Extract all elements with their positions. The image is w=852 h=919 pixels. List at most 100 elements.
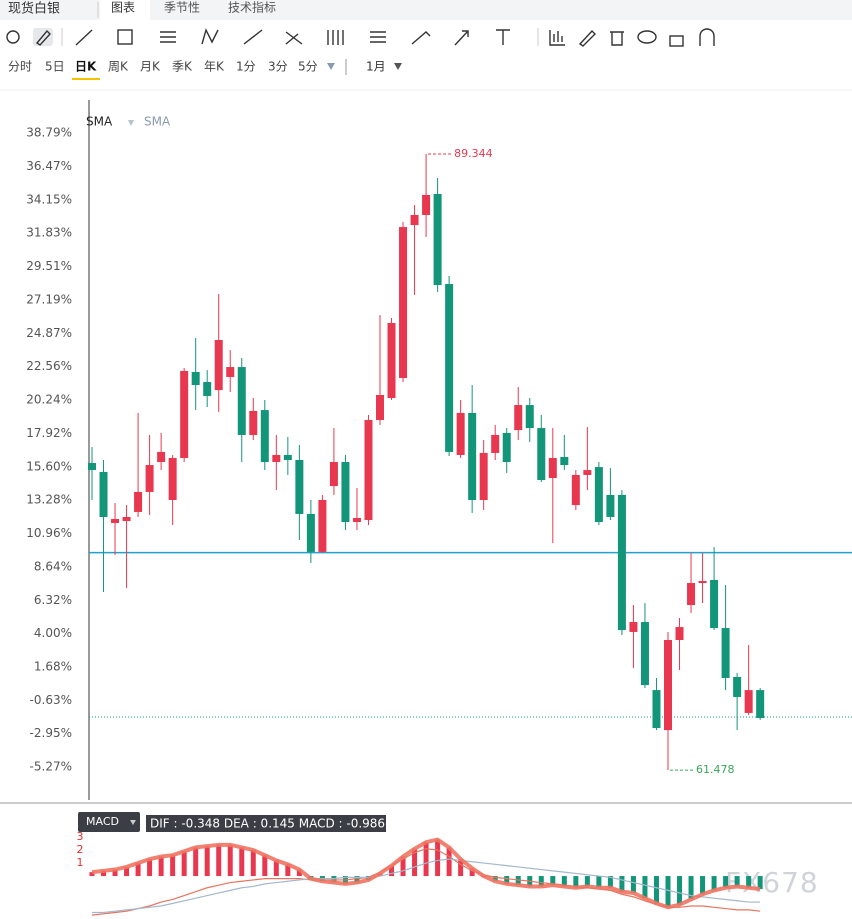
period-tab[interactable]: 周K <box>108 60 129 74</box>
y-tick-label: -2.95% <box>30 726 72 740</box>
candle-body <box>422 194 431 215</box>
tool-icon[interactable] <box>6 30 20 44</box>
y-tick-label: 13.28% <box>26 493 72 507</box>
tool-icon[interactable] <box>201 28 219 45</box>
macd-bar <box>665 876 671 908</box>
macd-bar <box>181 851 187 877</box>
macd-envelope <box>91 837 761 910</box>
tab[interactable]: 图表 <box>111 1 135 15</box>
macd-bar <box>89 872 95 877</box>
range-selector[interactable]: 1月 <box>366 60 386 74</box>
tool-icon[interactable] <box>669 35 684 47</box>
macd-bar <box>677 876 683 905</box>
y-tick-label: 36.47% <box>26 159 72 173</box>
tab-bar <box>0 0 852 20</box>
indicator-readout: DIF : -0.348 DEA : 0.145 MACD : -0.986 <box>150 817 385 831</box>
period-tab[interactable]: 分时 <box>8 60 32 74</box>
macd-bar <box>688 876 694 900</box>
macd-tick-label: 2 <box>77 843 84 856</box>
indicator-box[interactable] <box>78 812 140 832</box>
tool-icon[interactable] <box>160 31 176 43</box>
candle-body <box>698 581 707 584</box>
y-tick-label: 10.96% <box>26 526 72 540</box>
macd-bar <box>412 848 418 877</box>
macd-bar <box>711 876 717 891</box>
candle-body <box>283 454 292 460</box>
macd-bar <box>757 876 763 890</box>
macd-bar <box>135 863 141 877</box>
y-tick-label: 1.68% <box>34 660 72 674</box>
period-tab[interactable]: 5分 <box>298 60 318 74</box>
tool-icon[interactable] <box>285 31 303 45</box>
tool-icon[interactable] <box>454 30 469 46</box>
candle-body <box>410 214 419 226</box>
macd-bar <box>515 876 521 886</box>
macd-tick-label: 3 <box>77 830 84 843</box>
macd-bar <box>147 859 153 877</box>
tool-icon[interactable] <box>327 30 344 45</box>
candle-body <box>364 420 373 520</box>
period-tab[interactable]: 1分 <box>236 60 256 74</box>
macd-bar <box>285 864 291 877</box>
tab[interactable]: 技术指标 <box>228 0 276 15</box>
macd-bar <box>239 847 245 877</box>
tool-icon[interactable] <box>117 29 133 45</box>
period-tab[interactable]: 年K <box>204 60 225 74</box>
period-tab[interactable]: 月K <box>140 60 161 74</box>
tool-icon[interactable] <box>610 31 624 46</box>
dropdown-arrow[interactable] <box>394 63 402 70</box>
tool-icon[interactable] <box>699 28 715 46</box>
period-tab[interactable]: 5日 <box>45 60 65 74</box>
legend-entry: SMA <box>144 115 171 129</box>
candle-body <box>514 405 523 431</box>
dropdown-arrow[interactable] <box>130 820 136 825</box>
tool-icon[interactable] <box>243 29 263 45</box>
macd-tick-label: 1 <box>77 856 84 869</box>
candle-body <box>214 340 223 391</box>
candle-body <box>145 465 154 492</box>
candle-body <box>548 457 557 478</box>
tab[interactable]: 季节性 <box>164 1 200 15</box>
tool-icon[interactable] <box>411 31 431 45</box>
tool-icon[interactable] <box>637 30 657 44</box>
period-tab[interactable]: 日K <box>75 60 97 74</box>
tool-icon[interactable] <box>496 29 510 45</box>
toolbar <box>6 28 715 47</box>
candle-body <box>721 628 730 678</box>
candle-body <box>122 516 131 522</box>
candle-body <box>456 412 465 455</box>
dropdown-arrow[interactable] <box>327 63 335 70</box>
macd-bar <box>273 860 279 877</box>
macd-bar <box>170 855 176 877</box>
period-tab[interactable]: 季K <box>172 60 193 74</box>
candle-body <box>733 676 742 697</box>
candle-body <box>191 371 200 386</box>
active-tab-bg <box>100 0 150 20</box>
macd-bar <box>331 876 337 883</box>
tool-icon[interactable] <box>578 29 596 47</box>
candle-body <box>710 580 719 629</box>
y-tick-label: 20.24% <box>26 393 72 407</box>
macd-bar <box>227 844 233 877</box>
candle-body <box>652 690 661 729</box>
macd-bar <box>389 865 395 877</box>
y-tick-label: 27.19% <box>26 293 72 307</box>
y-tick-label: -0.63% <box>30 693 72 707</box>
tool-icon[interactable] <box>549 30 565 46</box>
tool-icon[interactable] <box>370 31 386 43</box>
candle-body <box>399 227 408 378</box>
macd-bar <box>435 839 441 877</box>
period-tab[interactable]: 3分 <box>268 60 288 74</box>
candle-body <box>629 622 638 632</box>
indicator-name[interactable]: MACD <box>86 815 119 828</box>
candle-body <box>88 463 96 471</box>
macd-bar <box>458 859 464 877</box>
watermark: FX678 <box>725 866 819 899</box>
tool-icon[interactable] <box>75 29 93 46</box>
candle-body <box>237 367 246 435</box>
tool-icon[interactable] <box>35 29 51 46</box>
candle-body <box>571 474 580 506</box>
candle-body <box>203 382 212 396</box>
candle-body <box>560 456 569 466</box>
y-tick-label: 34.15% <box>26 192 72 206</box>
